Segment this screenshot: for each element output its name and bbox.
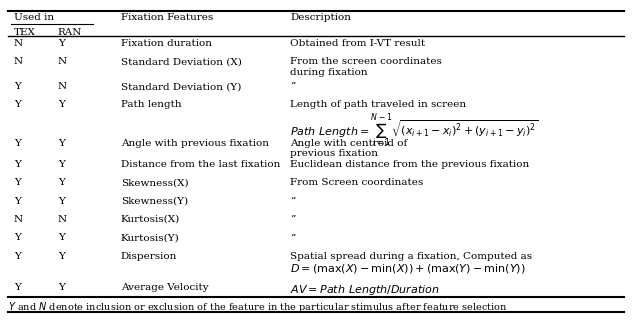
Text: N: N [58,82,67,91]
Text: N: N [58,215,67,224]
Text: ”: ” [291,233,296,242]
Text: Kurtosis(X): Kurtosis(X) [121,215,180,224]
Text: Angle with centroid of
previous fixation: Angle with centroid of previous fixation [291,139,408,158]
Text: Length of path traveled in screen: Length of path traveled in screen [291,100,467,110]
Text: Standard Deviation (X): Standard Deviation (X) [121,57,242,66]
Text: Y: Y [58,139,65,148]
Text: Y: Y [14,233,21,242]
Text: TEX: TEX [14,28,36,37]
Text: $\mathit{Y}$ and $\mathit{N}$ denote inclusion or exclusion of the feature in th: $\mathit{Y}$ and $\mathit{N}$ denote inc… [8,300,508,314]
Text: From the screen coordinates
during fixation: From the screen coordinates during fixat… [291,57,442,77]
Text: Y: Y [58,100,65,110]
Text: Y: Y [14,179,21,188]
Text: Kurtosis(Y): Kurtosis(Y) [121,233,180,242]
Text: Fixation Features: Fixation Features [121,13,213,22]
Text: Y: Y [14,139,21,148]
Text: Standard Deviation (Y): Standard Deviation (Y) [121,82,241,91]
Text: Y: Y [14,160,21,169]
Text: N: N [14,215,23,224]
Text: ”: ” [291,82,296,91]
Text: Y: Y [58,283,65,292]
Text: Fixation duration: Fixation duration [121,39,212,48]
Text: Y: Y [14,100,21,110]
Text: Y: Y [58,179,65,188]
Text: Y: Y [58,160,65,169]
Text: Y: Y [14,197,21,206]
Text: $\mathit{AV} = \mathit{Path\ Length} / \mathit{Duration}$: $\mathit{AV} = \mathit{Path\ Length} / \… [291,283,440,297]
Text: N: N [14,39,23,48]
Text: From Screen coordinates: From Screen coordinates [291,179,424,188]
Text: Euclidean distance from the previous fixation: Euclidean distance from the previous fix… [291,160,530,169]
Text: Y: Y [14,283,21,292]
Text: Description: Description [291,13,351,22]
Text: Y: Y [58,252,65,261]
Text: Y: Y [14,82,21,91]
Text: Dispersion: Dispersion [121,252,177,261]
Text: $\mathit{Path\ Length} = \sum_{i=1}^{N-1}\sqrt{(x_{i+1}-x_i)^2+(y_{i+1}-y_i)^2}$: $\mathit{Path\ Length} = \sum_{i=1}^{N-1… [291,113,539,150]
Text: RAN: RAN [58,28,83,37]
Text: Y: Y [14,252,21,261]
Text: Spatial spread during a fixation, Computed as: Spatial spread during a fixation, Comput… [291,252,532,261]
Text: Used in: Used in [14,13,54,22]
Text: Skewness(Y): Skewness(Y) [121,197,188,206]
Text: $D = (\max(X) - \min(X)) + (\max(Y) - \min(Y))$: $D = (\max(X) - \min(X)) + (\max(Y) - \m… [291,262,526,274]
Text: ”: ” [291,215,296,224]
Text: Average Velocity: Average Velocity [121,283,209,292]
Text: Y: Y [58,233,65,242]
Text: Y: Y [58,39,65,48]
Text: Path length: Path length [121,100,181,110]
Text: ”: ” [291,197,296,206]
Text: Distance from the last fixation: Distance from the last fixation [121,160,280,169]
Text: Angle with previous fixation: Angle with previous fixation [121,139,269,148]
Text: Obtained from I-VT result: Obtained from I-VT result [291,39,426,48]
Text: Y: Y [58,197,65,206]
Text: N: N [58,57,67,66]
Text: Skewness(X): Skewness(X) [121,179,188,188]
Text: N: N [14,57,23,66]
